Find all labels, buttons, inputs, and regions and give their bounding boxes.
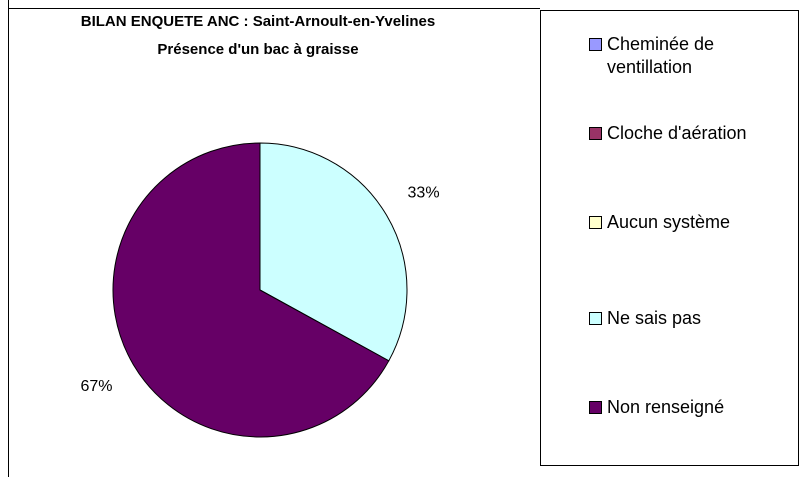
legend-label: Aucun système bbox=[607, 212, 731, 232]
legend-entry: Aucun système bbox=[589, 211, 789, 234]
chart-title: BILAN ENQUETE ANC : Saint-Arnoult-en-Yve… bbox=[81, 13, 435, 30]
legend-swatch bbox=[589, 216, 602, 229]
legend-entry: Cheminée de ventillation bbox=[589, 33, 789, 79]
legend-entry: Non renseigné bbox=[589, 396, 789, 419]
legend-label: Cheminée de ventillation bbox=[607, 34, 715, 77]
data-label: 33% bbox=[408, 185, 440, 202]
legend-swatch bbox=[589, 312, 602, 325]
legend: Cheminée de ventillation Cloche d'aératio… bbox=[540, 10, 799, 466]
chart-subtitle: Présence d'un bac à graisse bbox=[157, 41, 358, 58]
pie-slice bbox=[259, 142, 408, 362]
data-label: 67% bbox=[80, 378, 112, 395]
legend-swatch bbox=[589, 38, 602, 51]
legend-entry: Cloche d'aération bbox=[589, 122, 789, 145]
legend-swatch bbox=[589, 401, 602, 414]
pie-slice bbox=[112, 142, 390, 438]
legend-label: Ne sais pas bbox=[607, 308, 702, 328]
legend-label: Cloche d'aération bbox=[607, 123, 747, 143]
legend-swatch bbox=[589, 127, 602, 140]
legend-entry: Ne sais pas bbox=[589, 307, 789, 330]
legend-label: Non renseigné bbox=[607, 397, 725, 417]
